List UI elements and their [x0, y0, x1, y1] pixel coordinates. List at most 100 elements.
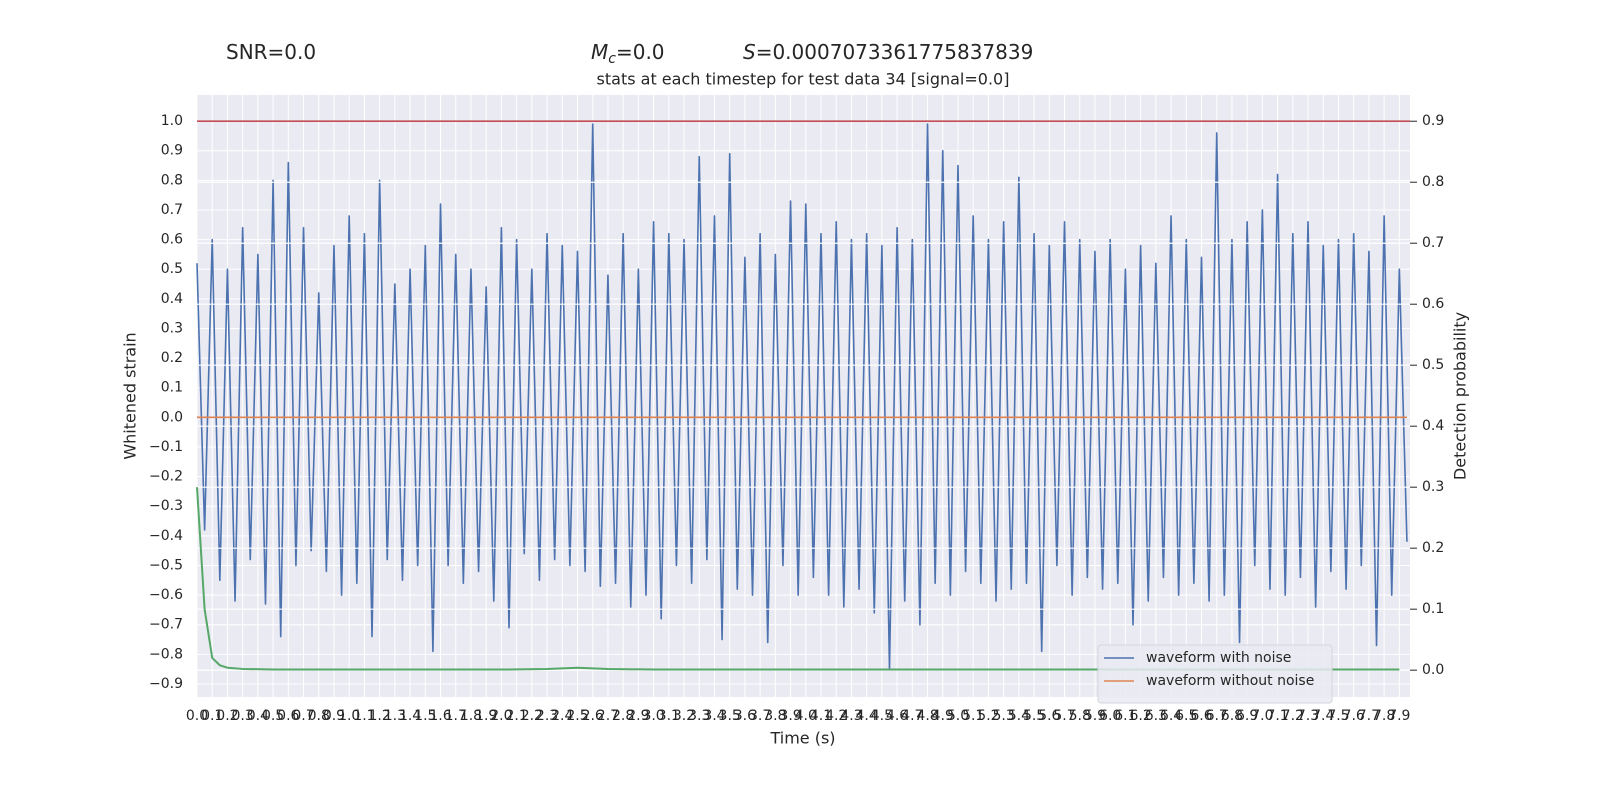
x-tick-label: 7.8 [1373, 708, 1395, 724]
header-value: =0.0 [616, 40, 665, 64]
y-tick-label: 0.0 [161, 409, 183, 425]
x-tick-label: 5.0 [947, 708, 969, 724]
x-tick-label: 7.3 [1297, 708, 1319, 724]
y-tick-label: −0.1 [149, 439, 183, 455]
x-tick-label: 6.0 [1099, 708, 1121, 724]
x-tick-label: 2.8 [612, 708, 634, 724]
y-tick-label: −0.7 [149, 617, 183, 633]
x-tick-label: 0.6 [277, 708, 299, 724]
grid [196, 95, 1410, 697]
x-tick-label: 0.9 [323, 708, 345, 724]
x-axis-label: Time (s) [769, 729, 835, 748]
x-tick-label: 1.8 [460, 708, 482, 724]
x-tick-label: 7.1 [1266, 708, 1288, 724]
x-tick-label: 6.4 [1160, 708, 1182, 724]
x-tick-label: 4.7 [901, 708, 923, 724]
x-tick-label: 2.6 [582, 708, 604, 724]
x-tick-label: 3.0 [642, 708, 664, 724]
header-symbol: M [591, 40, 608, 64]
x-tick-label: 0.2 [216, 708, 238, 724]
x-tick-label: 1.7 [445, 708, 467, 724]
y-tick-label: 0.5 [161, 261, 183, 277]
x-tick-label: 1.4 [399, 708, 421, 724]
x-tick-label: 1.9 [475, 708, 497, 724]
y-tick-label: −0.4 [149, 528, 183, 544]
series-line [196, 487, 1400, 671]
x-tick-label: 0.7 [292, 708, 314, 724]
x-tick-label: 5.7 [1053, 708, 1075, 724]
x-tick-label: 7.2 [1282, 708, 1304, 724]
x-tick-label: 7.7 [1358, 708, 1380, 724]
legend-label: waveform with noise [1146, 650, 1291, 666]
x-tick-label: 7.6 [1343, 708, 1365, 724]
x-tick-label: 3.1 [658, 708, 680, 724]
y-tick-label: 1.0 [161, 113, 183, 129]
header-value: SNR=0.0 [226, 40, 316, 64]
x-tick-label: 2.0 [490, 708, 512, 724]
x-tick-label: 6.5 [1175, 708, 1197, 724]
x-tick-label: 1.1 [353, 708, 375, 724]
x-tick-label: 5.3 [993, 708, 1015, 724]
y-tick-label: 0.1 [161, 380, 183, 396]
y-tick-label: 0.3 [161, 320, 183, 336]
x-tick-label: 0.5 [262, 708, 284, 724]
legend: waveform with noise waveform without nois… [1097, 644, 1333, 704]
y-tick-label: 0.6 [161, 232, 183, 248]
x-tick-label: 0.3 [232, 708, 254, 724]
x-tick-label: 5.5 [1023, 708, 1045, 724]
y-tick-label: −0.3 [149, 498, 183, 514]
x-tick-label: 3.3 [688, 708, 710, 724]
x-tick-label: 4.0 [795, 708, 817, 724]
chart-title: stats at each timestep for test data 34 … [597, 70, 1010, 89]
y2-tick-label: 0.5 [1422, 357, 1444, 373]
x-tick-label: 5.2 [977, 708, 999, 724]
y-tick-label: −0.8 [149, 646, 183, 662]
labels: SNR=0.0 Mc=0.0 S=0.0007073361775837839 0.0 0… [149, 40, 1444, 725]
header-text: SNR=0.0 [226, 40, 316, 64]
x-tick-label: 4.6 [886, 708, 908, 724]
y2-tick-label: 0.8 [1422, 174, 1444, 190]
legend-box [1097, 644, 1333, 704]
y2-axis-label: Detection probability [1451, 312, 1470, 480]
x-tick-label: 4.9 [932, 708, 954, 724]
x-tick-label: 2.7 [597, 708, 619, 724]
x-tick-label: 6.9 [1236, 708, 1258, 724]
x-tick-label: 3.8 [764, 708, 786, 724]
x-tick-label: 6.3 [1145, 708, 1167, 724]
x-tick-label: 6.1 [1114, 708, 1136, 724]
x-tick-label: 5.4 [1008, 708, 1030, 724]
header-symbol: S [743, 40, 756, 64]
x-tick-label: 7.5 [1327, 708, 1349, 724]
y-tick-label: 0.8 [161, 172, 183, 188]
y-tick-label: −0.6 [149, 587, 183, 603]
x-tick-label: 0.4 [247, 708, 269, 724]
x-tick-label: 3.9 [779, 708, 801, 724]
marks [196, 123, 1408, 670]
x-tick-label: 6.6 [1190, 708, 1212, 724]
y-tick-label: 0.2 [161, 350, 183, 366]
y2-tick-label: 0.1 [1422, 601, 1444, 617]
x-tick-label: 7.4 [1312, 708, 1334, 724]
y2-tick-label: 0.7 [1422, 235, 1444, 251]
x-tick-label: 6.2 [1129, 708, 1151, 724]
x-tick-label: 1.6 [429, 708, 451, 724]
x-tick-label: 3.5 [719, 708, 741, 724]
x-tick-label: 1.0 [338, 708, 360, 724]
header-subscript: c [608, 51, 616, 67]
x-tick-label: 2.9 [627, 708, 649, 724]
x-tick-label: 4.5 [871, 708, 893, 724]
series-line [196, 123, 1408, 670]
header-text: S=0.0007073361775837839 [743, 40, 1033, 64]
y-tick-label: −0.2 [149, 469, 183, 485]
x-tick-label: 4.4 [856, 708, 878, 724]
y2-tick-label: 0.6 [1422, 296, 1444, 312]
y-tick-label: −0.9 [149, 676, 183, 692]
x-tick-label: 2.4 [551, 708, 573, 724]
x-tick-label: 2.2 [521, 708, 543, 724]
x-tick-label: 4.2 [825, 708, 847, 724]
y-tick-label: −0.5 [149, 557, 183, 573]
x-tick-label: 6.8 [1221, 708, 1243, 724]
x-tick-label: 3.7 [749, 708, 771, 724]
